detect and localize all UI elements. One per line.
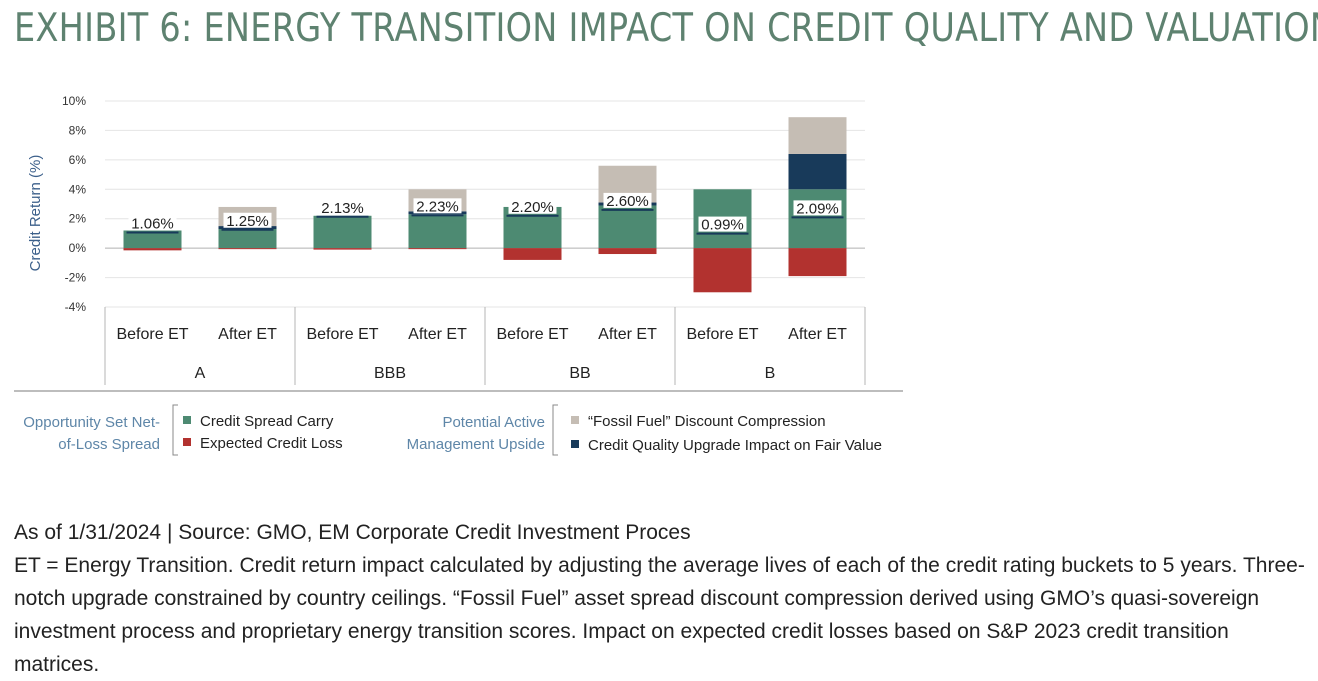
legend: Opportunity Set Net-of-Loss Spread Credit… — [23, 404, 882, 456]
y-tick-label: 4% — [69, 182, 87, 196]
category-label: Before ET — [116, 326, 188, 343]
category-label: Before ET — [306, 326, 378, 343]
data-label: 1.25% — [226, 213, 269, 230]
y-tick-label: 2% — [69, 212, 87, 226]
bar-segment — [408, 248, 467, 250]
data-label-bg — [128, 215, 177, 231]
group-label: B — [765, 365, 776, 382]
bar-segment — [598, 205, 657, 249]
category-label: Before ET — [686, 326, 758, 343]
legend-item: “Fossil Fuel” Discount Compression — [588, 413, 826, 430]
group-label: BBB — [374, 365, 406, 382]
stacked-bar-chart: 10% 8% 6% 4% 2% 0% -2% -4% Credit Return (%) 1.… — [14, 94, 903, 456]
data-label-bg — [698, 216, 747, 232]
legend-group-label: Opportunity Set Net- — [23, 414, 160, 431]
category-label: After ET — [788, 326, 847, 343]
data-label-bg — [318, 199, 367, 215]
bar-segment — [788, 189, 847, 249]
bar-segment — [503, 206, 562, 249]
data-label-bg — [413, 198, 462, 214]
y-axis-ticks: 10% 8% 6% 4% 2% 0% -2% -4% — [62, 94, 86, 314]
legend-item: Credit Quality Upgrade Impact on Fair Va… — [588, 437, 882, 454]
footnote: ET = Energy Transition. Credit return im… — [14, 554, 1305, 676]
bar-segment — [788, 117, 847, 154]
y-axis-label: Credit Return (%) — [27, 155, 44, 272]
legend-group-label: Management Upside — [407, 436, 545, 453]
bar-segment — [408, 214, 467, 249]
y-tick-label: -4% — [65, 300, 87, 314]
bar-segment — [503, 248, 562, 260]
data-label: 2.09% — [796, 200, 839, 217]
data-label: 2.13% — [321, 200, 364, 217]
source-line: As of 1/31/2024 | Source: GMO, EM Corpor… — [14, 521, 691, 544]
legend-bracket — [552, 404, 558, 456]
bar-segment — [123, 230, 182, 249]
data-label: 2.23% — [416, 198, 459, 215]
group-label: A — [195, 365, 206, 382]
bar-segment — [313, 215, 372, 249]
bars — [123, 117, 847, 293]
category-axis: Before ET After ET Before ET After ET Before… — [14, 307, 903, 392]
data-label: 1.06% — [131, 216, 174, 233]
legend-bracket — [172, 404, 178, 456]
chart-title: EXHIBIT 6: ENERGY TRANSITION IMPACT ON C… — [14, 6, 1318, 51]
legend-item: Expected Credit Loss — [200, 435, 343, 452]
legend-swatch — [183, 438, 191, 446]
y-tick-label: 0% — [69, 241, 87, 255]
legend-swatch — [571, 440, 579, 448]
group-label: BB — [569, 365, 590, 382]
bar-segment — [313, 248, 372, 250]
legend-swatch — [571, 416, 579, 424]
legend-group-label: Potential Active — [442, 414, 545, 431]
data-label-bg — [508, 198, 557, 214]
data-label: 0.99% — [701, 217, 744, 234]
data-label-bg — [603, 192, 652, 208]
category-label: After ET — [598, 326, 657, 343]
bar-segment — [218, 248, 277, 250]
y-tick-label: 10% — [62, 94, 86, 108]
y-tick-label: 8% — [69, 123, 87, 137]
category-label: After ET — [218, 326, 277, 343]
legend-swatch — [183, 416, 191, 424]
data-label: 2.60% — [606, 193, 649, 210]
data-label-bg — [223, 212, 272, 228]
bar-segment — [123, 248, 182, 251]
category-label: After ET — [408, 326, 467, 343]
data-labels: 1.06% 1.25% 2.13% 2.23% 2.20% 2.60% 0.99% 2.09% — [126, 192, 844, 235]
legend-group-label: of-Loss Spread — [58, 436, 160, 453]
bar-segment — [218, 229, 277, 249]
legend-item: Credit Spread Carry — [200, 413, 334, 430]
y-tick-label: -2% — [65, 271, 87, 285]
category-label: Before ET — [496, 326, 568, 343]
data-label-bg — [793, 200, 842, 216]
data-label: 2.20% — [511, 199, 554, 216]
bar-segment — [598, 248, 657, 255]
bar-segment — [788, 248, 847, 277]
footer: As of 1/31/2024 | Source: GMO, EM Corpor… — [14, 516, 1314, 681]
bar-segment — [693, 248, 752, 293]
bar-segment — [788, 153, 847, 190]
y-tick-label: 6% — [69, 153, 87, 167]
